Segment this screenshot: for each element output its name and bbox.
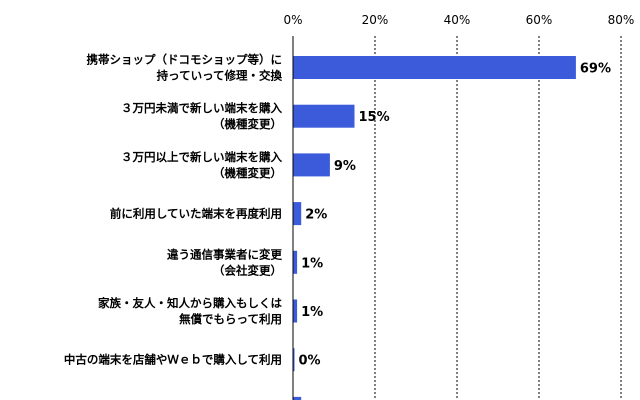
bar	[293, 56, 576, 79]
x-tick-label: 0%	[283, 13, 302, 27]
bar	[293, 348, 295, 372]
x-tick-labels: 0% 20% 40% 60% 80%	[283, 13, 634, 27]
bar	[293, 299, 298, 323]
data-labels: 69% 15% 9% 2% 1% 1% 0%	[299, 62, 612, 369]
data-label: 69%	[580, 62, 611, 77]
category-label-line: （機種変更）	[213, 117, 282, 131]
data-label: 1%	[301, 256, 323, 271]
x-tick-label: 20%	[362, 13, 389, 27]
category-label: 前に利用していた端末を再度利用	[110, 207, 282, 221]
category-label-line: （会社変更）	[213, 263, 282, 277]
category-label-line: 持っていって修理・交換	[157, 69, 283, 83]
category-labels: 携帯ショップ（ドコモショップ等）に持っていって修理・交換 ３万円未満で新しい端末を…	[64, 53, 283, 367]
bar	[293, 250, 298, 274]
x-tick-label: 60%	[526, 13, 553, 27]
category-label-line: 携帯ショップ（ドコモショップ等）に	[87, 53, 283, 67]
bar-partial	[293, 396, 302, 400]
category-label-line: 前に利用していた端末を再度利用	[110, 207, 282, 221]
category-label-line: 中古の端末を店舗やＷｅｂで購入して利用	[64, 353, 282, 367]
bar	[293, 104, 355, 128]
data-label: 15%	[359, 110, 390, 125]
bar	[293, 153, 330, 177]
data-label: 2%	[305, 208, 327, 223]
x-tick-label: 80%	[608, 13, 635, 27]
category-label: 家族・友人・知人から購入もしくは無償でもらって利用	[98, 296, 282, 326]
data-label: 9%	[334, 159, 356, 174]
category-label: 携帯ショップ（ドコモショップ等）に持っていって修理・交換	[87, 53, 283, 83]
category-label-line: （機種変更）	[213, 166, 282, 180]
category-label: ３万円以上で新しい端末を購入 （機種変更）	[121, 150, 282, 180]
x-tick-label: 40%	[444, 13, 471, 27]
bars	[293, 56, 576, 400]
data-label: 1%	[301, 305, 323, 320]
category-label: ３万円未満で新しい端末を購入 （機種変更）	[121, 101, 282, 131]
category-label-line: ３万円未満で新しい端末を購入	[121, 101, 282, 115]
category-label: 違う通信事業者に変更 （会社変更）	[167, 247, 282, 277]
category-label-line: 無償でもらって利用	[179, 312, 282, 326]
category-label: 中古の端末を店舗やＷｅｂで購入して利用	[64, 353, 282, 367]
category-label-line: 家族・友人・知人から購入もしくは	[98, 296, 282, 310]
category-label-line: ３万円以上で新しい端末を購入	[121, 150, 282, 164]
category-label-line: 違う通信事業者に変更	[167, 247, 282, 261]
bar	[293, 202, 302, 226]
data-label: 0%	[299, 354, 321, 369]
grid-lines	[374, 36, 622, 400]
